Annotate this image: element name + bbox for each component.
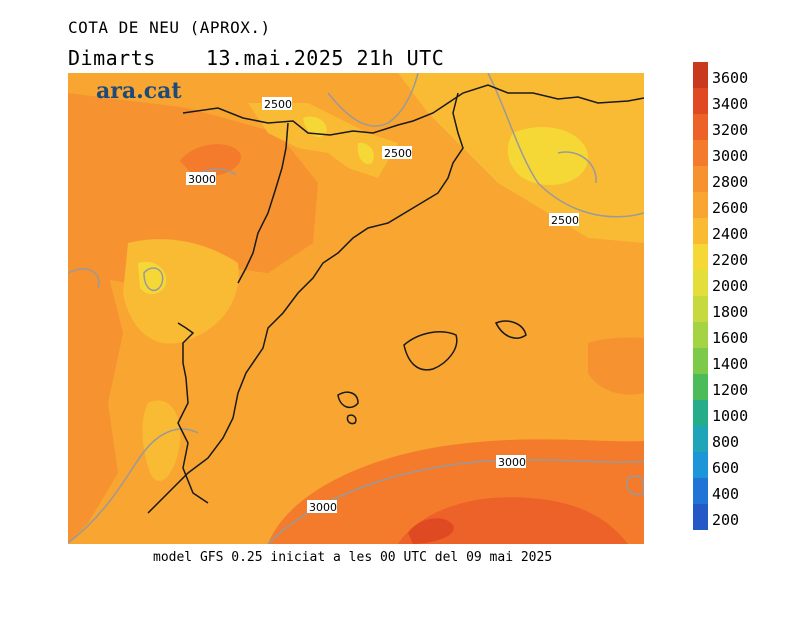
color-scale-label: 3400 (712, 95, 749, 113)
contour-label: 2500 (384, 147, 412, 160)
color-scale-segment (693, 296, 708, 322)
field-west-light (142, 400, 181, 482)
contour-label-group: 2500 2500 2500 3000 3000 3000 (186, 97, 579, 514)
color-scale-segment (693, 504, 708, 530)
field-south-dark (398, 497, 628, 544)
color-scale-segment (693, 322, 708, 348)
ara-cat-logo: ara.cat (96, 78, 182, 104)
color-scale-segment (693, 140, 708, 166)
color-scale-segment (693, 114, 708, 140)
field-pyrenees-light-2 (357, 142, 374, 164)
color-scale-segment (693, 348, 708, 374)
color-scale-segment (693, 478, 708, 504)
color-scale-label: 800 (712, 433, 740, 451)
snow-level-map: 2500 2500 2500 3000 3000 3000 (68, 73, 644, 544)
color-scale-label: 2400 (712, 225, 749, 243)
color-scale-segment (693, 400, 708, 426)
color-scale-label: 3000 (712, 147, 749, 165)
color-scale-label: 1200 (712, 381, 749, 399)
map-subtitle: Dimarts 13.mai.2025 21h UTC (68, 46, 445, 70)
color-scale-segment (693, 270, 708, 296)
color-scale-segment (693, 218, 708, 244)
contour-label: 3000 (188, 173, 216, 186)
color-scale-segment (693, 62, 708, 88)
color-scale-label: 3600 (712, 69, 749, 87)
color-scale-segment (693, 452, 708, 478)
color-scale-label: 400 (712, 485, 740, 503)
map-title: COTA DE NEU (APROX.) (68, 18, 271, 37)
contour-label: 3000 (498, 456, 526, 469)
field-pyrenees-light (303, 116, 327, 137)
color-scale-label: 2600 (712, 199, 749, 217)
model-footnote: model GFS 0.25 iniciat a les 00 UTC del … (153, 550, 553, 565)
color-scale-label: 2800 (712, 173, 749, 191)
color-scale-segment (693, 374, 708, 400)
color-scale-segment (693, 426, 708, 452)
color-scale-label: 600 (712, 459, 740, 477)
color-scale-segment (693, 244, 708, 270)
field-west (68, 273, 123, 544)
field-south-darker (408, 518, 454, 544)
color-scale-label: 1800 (712, 303, 749, 321)
contour-label: 2500 (264, 98, 292, 111)
contour-lines (68, 73, 644, 544)
color-scale-label: 1600 (712, 329, 749, 347)
color-scale-segment (693, 192, 708, 218)
color-scale (693, 62, 708, 530)
contour-label: 3000 (309, 501, 337, 514)
color-scale-label: 2200 (712, 251, 749, 269)
field-ne-light (507, 127, 588, 186)
field-nw (68, 93, 318, 283)
contour-label: 2500 (551, 214, 579, 227)
color-scale-segment (693, 166, 708, 192)
color-scale-segment (693, 88, 708, 114)
color-scale-label: 3200 (712, 121, 749, 139)
field-east (588, 337, 644, 395)
color-scale-label: 2000 (712, 277, 749, 295)
coastlines (147, 84, 644, 514)
color-scale-label: 1000 (712, 407, 749, 425)
color-scale-label: 200 (712, 511, 740, 529)
color-scale-label: 1400 (712, 355, 749, 373)
field-hotspot-nw (180, 144, 241, 177)
